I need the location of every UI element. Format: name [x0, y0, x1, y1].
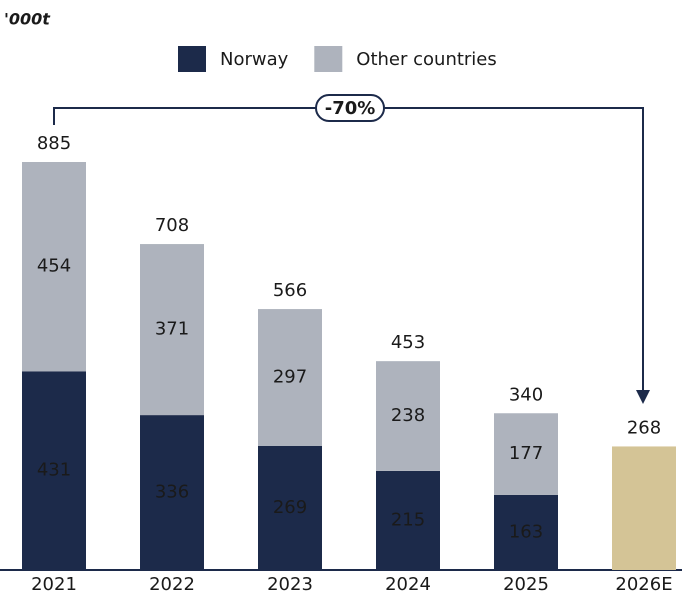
segment-label: 336: [155, 482, 189, 503]
x-tick-label: 2022: [149, 574, 195, 595]
arrow-head: [636, 390, 650, 404]
bar-segment: [376, 470, 440, 570]
legend-label: Other countries: [356, 49, 496, 70]
x-tick-label: 2026E: [615, 574, 672, 595]
segment-label: 431: [37, 460, 71, 481]
bar-segment: [376, 361, 440, 471]
bar-segment: [494, 494, 558, 570]
total-label: 340: [509, 384, 543, 405]
unit-label: '000t: [4, 10, 51, 29]
legend-swatch: [178, 46, 206, 72]
segment-label: 297: [273, 367, 307, 388]
bar-segment: [22, 162, 86, 372]
total-label: 453: [391, 332, 425, 353]
segment-label: 238: [391, 405, 425, 426]
legend-swatch: [314, 46, 343, 72]
segment-label: 215: [391, 509, 425, 530]
bar: [612, 446, 676, 570]
total-label: 566: [273, 280, 307, 301]
bar-segment: [22, 371, 86, 570]
annotation-pill: [315, 94, 385, 122]
annotation: -70%: [325, 98, 376, 119]
x-tick-label: 2024: [385, 574, 431, 595]
total-label: 708: [155, 215, 189, 236]
x-tick-label: 2021: [31, 574, 77, 595]
bar-segment: [258, 445, 322, 570]
bar-segment: [258, 309, 322, 446]
bar-segment: [494, 413, 558, 495]
x-tick-label: 2025: [503, 574, 549, 595]
total-label: 268: [627, 417, 661, 438]
bar-segment: [140, 415, 204, 570]
bar-segment: [140, 244, 204, 416]
segment-label: 163: [509, 521, 543, 542]
legend-label: Norway: [220, 49, 289, 70]
segment-label: 269: [273, 497, 307, 518]
segment-label: 371: [155, 319, 189, 340]
segment-label: 454: [37, 256, 71, 277]
x-tick-label: 2023: [267, 574, 313, 595]
total-label: 885: [37, 133, 71, 154]
segment-label: 177: [509, 443, 543, 464]
